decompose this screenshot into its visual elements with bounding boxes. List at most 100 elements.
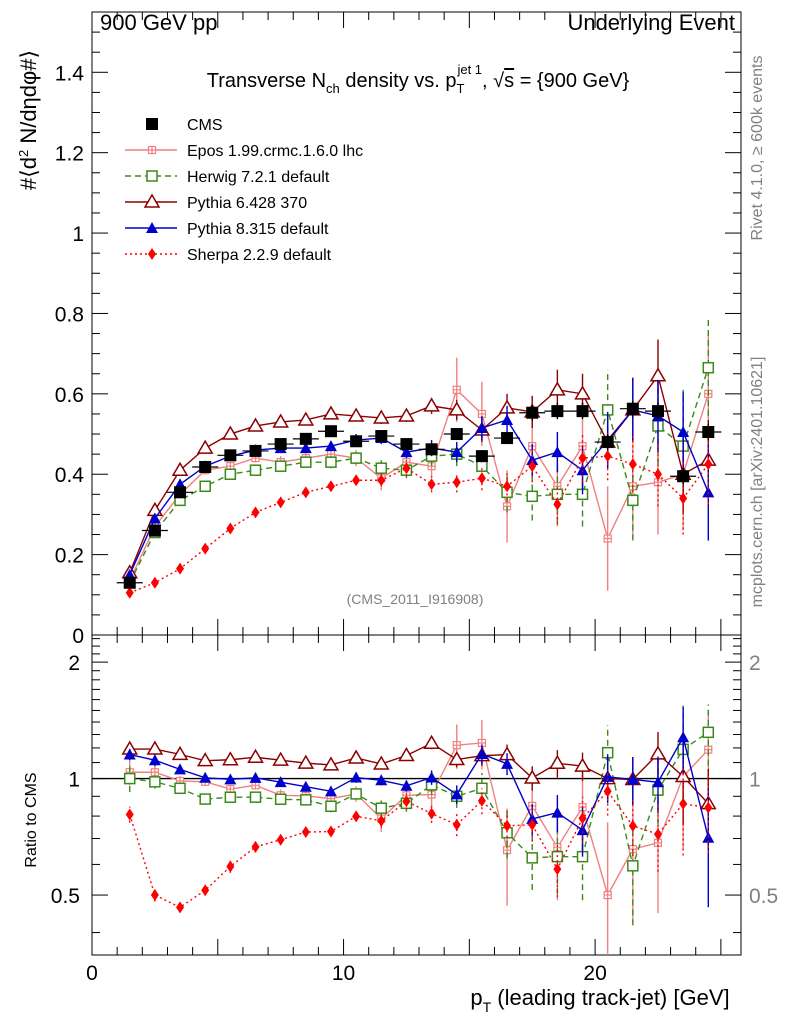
data-point bbox=[651, 405, 664, 418]
main-y-tick-label: 0.8 bbox=[55, 303, 84, 326]
ratio-point bbox=[626, 773, 639, 785]
x-axis-title: pT (leading track-jet) [GeV] bbox=[470, 985, 729, 1015]
data-point bbox=[400, 446, 413, 458]
data-point bbox=[501, 432, 514, 445]
ratio-point bbox=[325, 800, 337, 813]
main-y-tick-label: 0.6 bbox=[55, 384, 84, 407]
data-point bbox=[475, 422, 488, 434]
mcplots-label: mcplots.cern.ch [arXiv:2401.10621] bbox=[749, 357, 766, 608]
data-point bbox=[425, 443, 438, 456]
ratio-plot: 0.5 0.51 12 20 10 20 bbox=[51, 634, 778, 985]
ratio-y-tick-label: 1 bbox=[68, 769, 80, 792]
main-plot-frame bbox=[91, 11, 742, 636]
ratio-point bbox=[603, 890, 612, 900]
data-point bbox=[448, 401, 466, 416]
ratio-point bbox=[125, 808, 134, 821]
data-point bbox=[148, 524, 161, 537]
ratio-point bbox=[326, 825, 335, 838]
data-point bbox=[677, 470, 690, 483]
data-point bbox=[377, 474, 386, 487]
legend-marker bbox=[146, 170, 158, 182]
ratio-point bbox=[377, 814, 386, 827]
data-point bbox=[375, 462, 388, 474]
data-point bbox=[324, 440, 337, 452]
legend-entry: Sherpa 2.2.9 default bbox=[125, 247, 332, 264]
ratio-point bbox=[199, 771, 212, 783]
ratio-point bbox=[324, 785, 337, 797]
ratio-point bbox=[297, 754, 315, 769]
ratio-point bbox=[123, 748, 136, 760]
ratio-point bbox=[452, 741, 461, 750]
data-point bbox=[477, 472, 486, 485]
series-3 bbox=[121, 339, 717, 579]
data-point bbox=[653, 468, 662, 481]
ratio-point bbox=[350, 771, 363, 783]
main-y-axis-title: #⟨d2 N/dηdφ#⟩ bbox=[16, 50, 41, 190]
ratio-point bbox=[402, 795, 411, 808]
data-point bbox=[452, 476, 461, 489]
legend-entry: Herwig 7.2.1 default bbox=[125, 169, 330, 186]
ratio-point bbox=[274, 776, 287, 788]
data-point bbox=[226, 522, 235, 535]
data-point bbox=[574, 385, 591, 400]
data-point bbox=[702, 426, 715, 439]
data-point bbox=[427, 478, 436, 491]
ratio-point bbox=[601, 770, 614, 782]
data-point bbox=[272, 413, 289, 428]
ratio-point bbox=[299, 780, 312, 792]
ratio-point bbox=[300, 794, 312, 806]
data-point bbox=[423, 397, 440, 412]
data-point bbox=[274, 460, 287, 472]
ratio-series-1 bbox=[125, 712, 713, 955]
data-point bbox=[679, 492, 688, 505]
header-left: 900 GeV pp bbox=[100, 10, 217, 35]
ratio-point bbox=[201, 884, 210, 897]
ratio-point bbox=[475, 748, 488, 760]
legend-marker bbox=[148, 248, 156, 260]
data-point bbox=[322, 405, 340, 420]
data-point bbox=[251, 506, 260, 519]
ratio-point bbox=[249, 771, 262, 783]
ratio-series-2 bbox=[123, 704, 715, 926]
data-point bbox=[475, 450, 488, 463]
data-point bbox=[148, 512, 161, 524]
ratio-point bbox=[150, 889, 159, 902]
ratio-point bbox=[551, 806, 564, 818]
data-point bbox=[627, 494, 639, 507]
ratio-point bbox=[222, 751, 239, 766]
main-y-tick-label: 1.4 bbox=[55, 62, 85, 85]
legend-label: Sherpa 2.2.9 default bbox=[187, 247, 332, 264]
ratio-point bbox=[196, 752, 214, 767]
ratio-point bbox=[148, 754, 161, 766]
data-point bbox=[222, 425, 239, 440]
ratio-point bbox=[450, 788, 463, 800]
ratio-point bbox=[350, 788, 362, 800]
data-point bbox=[297, 411, 315, 426]
data-point bbox=[450, 428, 463, 441]
data-point bbox=[325, 456, 337, 468]
data-point bbox=[249, 464, 262, 476]
ratio-y-axis-title: Ratio to CMS bbox=[23, 772, 40, 867]
ratio-point bbox=[149, 776, 161, 788]
data-point bbox=[176, 562, 185, 575]
main-y-tick-label: 0 bbox=[72, 625, 84, 648]
ratio-point bbox=[398, 746, 415, 762]
ratio-point bbox=[274, 793, 287, 806]
main-y-tick-label: 1 bbox=[72, 223, 84, 246]
header-right: Underlying Event bbox=[567, 10, 735, 35]
main-y-tick-label: 1.2 bbox=[55, 143, 84, 166]
ratio-point bbox=[549, 754, 566, 770]
data-point bbox=[603, 534, 612, 543]
data-point bbox=[677, 426, 690, 438]
main-plot: 0 0.2 0.4 0.6 0.8 1 1.2 1.4 bbox=[55, 11, 742, 648]
series-line bbox=[129, 388, 709, 582]
data-point bbox=[549, 381, 566, 396]
ratio-point bbox=[176, 901, 185, 914]
data-point bbox=[501, 413, 514, 425]
data-point bbox=[196, 439, 214, 454]
ratio-point bbox=[578, 812, 587, 825]
data-point bbox=[626, 402, 639, 415]
ratio-point bbox=[150, 768, 159, 777]
data-point bbox=[576, 464, 589, 476]
data-point bbox=[452, 385, 461, 394]
